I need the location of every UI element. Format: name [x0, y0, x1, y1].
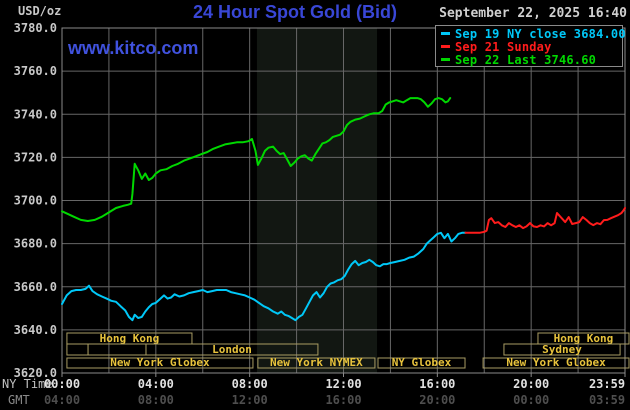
- session-box: [145, 343, 319, 356]
- session-label: New York Globex: [506, 356, 606, 369]
- legend-box: Sep 19 NY close 3684.00 Sep 21 Sunday Sep …: [435, 25, 626, 67]
- session-label: NY Globex: [392, 356, 452, 369]
- legend-line-swatch: [441, 58, 450, 61]
- x-axis-ny-time-label: 00:00: [44, 377, 80, 391]
- x-axis-gmt-label: 00:00: [513, 393, 549, 407]
- session-label: Sydney: [542, 343, 582, 356]
- legend-entry: Sep 22 Last 3746.60: [441, 52, 622, 67]
- x-axis-gmt-label: 03:59: [589, 393, 625, 407]
- gmt-axis-label: GMT: [8, 393, 30, 407]
- y-axis-tick-label: 3780.0: [14, 21, 57, 35]
- y-axis-tick-label: 3640.0: [14, 323, 57, 337]
- x-axis-gmt-label: 08:00: [138, 393, 174, 407]
- session-box: [66, 357, 254, 369]
- y-axis-tick-label: 3760.0: [14, 64, 57, 78]
- y-axis-tick-label: 3620.0: [14, 366, 57, 380]
- datetime-label: September 22, 2025 16:40: [439, 6, 627, 21]
- legend-entry: Sep 21 Sunday: [441, 39, 622, 54]
- x-axis-gmt-label: 04:00: [44, 393, 80, 407]
- chart-title: 24 Hour Spot Gold (Bid): [193, 2, 397, 22]
- session-label: New York Globex: [110, 356, 210, 369]
- session-box: [257, 357, 376, 369]
- session-label: Hong Kong: [100, 332, 160, 345]
- x-axis-ny-time-label: 08:00: [232, 377, 268, 391]
- legend-entry-label: Sep 22 Last 3746.60: [455, 52, 597, 67]
- legend-entry-label: Sep 19 NY close 3684.00: [455, 26, 626, 41]
- ny-time-axis-label: NY Time: [2, 377, 53, 391]
- session-label: London: [212, 343, 252, 356]
- x-axis-gmt-label: 20:00: [419, 393, 455, 407]
- session-label: Hong Kong: [554, 332, 614, 345]
- session-box: [482, 357, 630, 369]
- x-axis-ny-time-label: 12:00: [325, 377, 361, 391]
- x-axis-gmt-label: 16:00: [325, 393, 361, 407]
- y-axis-unit-label: USD/oz: [18, 4, 62, 18]
- legend-line-swatch: [441, 45, 450, 48]
- legend-entry-label: Sep 21 Sunday: [455, 39, 552, 54]
- y-axis-tick-label: 3740.0: [14, 107, 57, 121]
- y-axis-tick-label: 3660.0: [14, 280, 57, 294]
- session-label: New York NYMEX: [270, 356, 363, 369]
- y-axis-tick-label: 3700.0: [14, 194, 57, 208]
- price-line-sep21-sunday: [464, 207, 626, 234]
- x-axis-ny-time-label: 16:00: [419, 377, 455, 391]
- session-box: [377, 357, 466, 369]
- y-axis-tick-label: 3680.0: [14, 237, 57, 251]
- x-axis-ny-time-label: 23:59: [589, 377, 625, 391]
- price-line-sep22-last: [61, 97, 452, 222]
- session-box: [87, 343, 147, 356]
- x-axis-gmt-label: 12:00: [232, 393, 268, 407]
- legend-entry: Sep 19 NY close 3684.00: [441, 27, 626, 41]
- x-axis-ny-time-label: 04:00: [138, 377, 174, 391]
- price-line-sep19-ny-close: [61, 231, 467, 322]
- session-box: [66, 343, 89, 356]
- legend-line-swatch: [441, 32, 450, 35]
- y-axis-tick-label: 3720.0: [14, 150, 57, 164]
- session-box: [503, 343, 621, 356]
- kitco-watermark-link[interactable]: www.kitco.com: [68, 38, 199, 58]
- x-axis-ny-time-label: 20:00: [513, 377, 549, 391]
